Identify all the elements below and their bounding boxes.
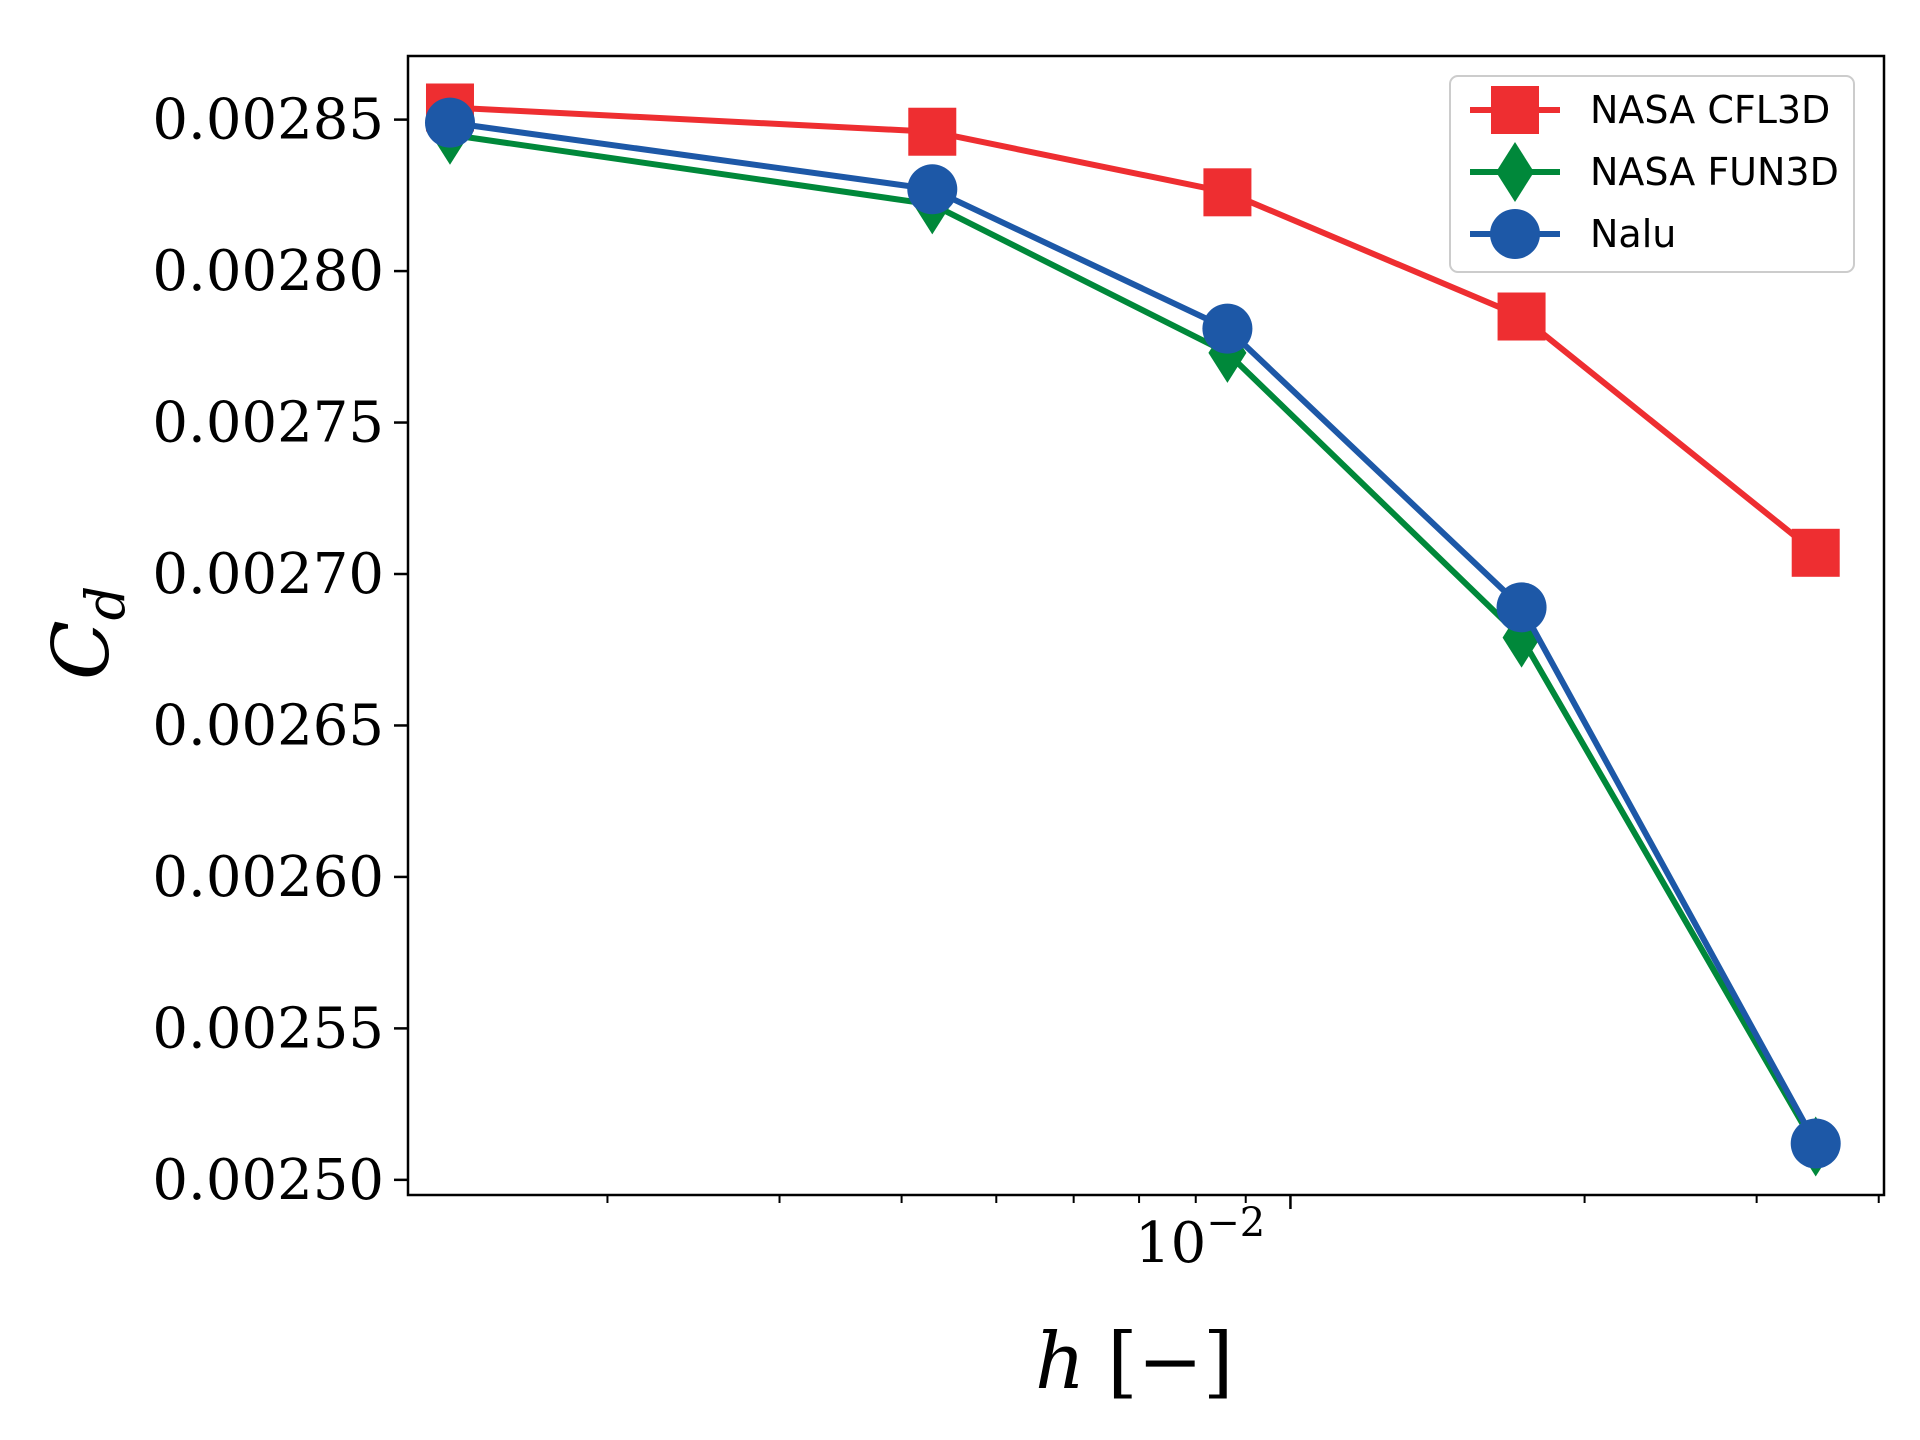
x-axis-unit: [−] xyxy=(1107,1317,1233,1407)
data-point-nasa-cfl3d xyxy=(1791,528,1840,577)
x-axis-variable: h xyxy=(1035,1317,1085,1407)
data-point-nasa-cfl3d xyxy=(1497,292,1546,341)
y-axis-subscript: d xyxy=(74,586,137,621)
data-point-nalu xyxy=(424,97,475,148)
x-axis-ticks xyxy=(606,1195,1880,1209)
y-axis-ticks: 0.00250 0.00255 0.00260 0.00265 0.00270 0.002… xyxy=(152,88,408,1213)
y-tick-label: 0.00250 xyxy=(152,1148,384,1213)
x-tick-exponent: −2 xyxy=(1206,1200,1265,1246)
series-nalu xyxy=(424,97,1841,1169)
data-point-nalu xyxy=(1496,582,1547,633)
y-tick-label: 0.00265 xyxy=(152,693,384,758)
y-tick-label: 0.00280 xyxy=(152,239,384,304)
data-point-nalu xyxy=(1790,1118,1841,1169)
x-major-tick-label: 10−2 xyxy=(1135,1200,1265,1276)
legend-marker-nalu xyxy=(1490,209,1540,259)
y-axis-variable: C xyxy=(37,620,127,680)
legend-box xyxy=(1449,75,1855,273)
y-tick-label: 0.00270 xyxy=(152,542,384,607)
data-point-nasa-cfl3d xyxy=(908,107,957,156)
legend-label-nalu: Nalu xyxy=(1590,212,1676,256)
legend-label-nasa-fun3d: NASA FUN3D xyxy=(1590,150,1839,194)
legend-marker-nasa-cfl3d xyxy=(1491,86,1539,134)
legend-marker-nasa-fun3d xyxy=(1496,142,1534,202)
legend-label-nasa-cfl3d: NASA CFL3D xyxy=(1590,88,1830,132)
y-tick-label: 0.00255 xyxy=(152,996,384,1061)
series-line-nalu xyxy=(449,119,1819,1145)
x-tick-base: 10 xyxy=(1135,1211,1206,1276)
series-layer xyxy=(424,83,1841,1177)
data-point-nalu xyxy=(1202,303,1253,354)
y-tick-label: 0.00275 xyxy=(152,391,384,456)
y-tick-label: 0.00285 xyxy=(152,88,384,153)
y-tick-label: 0.00260 xyxy=(152,845,384,910)
x-axis-label: h [−] xyxy=(1035,1317,1233,1407)
y-axis-label: Cd xyxy=(37,586,137,680)
data-point-nalu xyxy=(907,164,958,215)
data-point-nasa-cfl3d xyxy=(1203,168,1252,217)
legend: NASA CFL3D NASA FUN3D Nalu xyxy=(1449,75,1855,273)
plot-area-frame xyxy=(406,54,1886,1197)
